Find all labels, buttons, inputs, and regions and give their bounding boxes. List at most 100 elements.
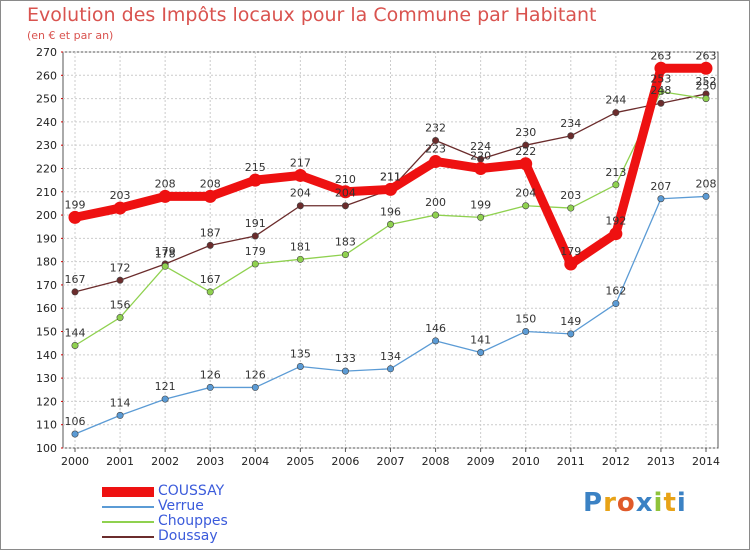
- point-doussay-2013: [657, 99, 665, 107]
- y-tick-label-100: 100: [36, 442, 57, 455]
- data-label-coussay-2007: 211: [380, 170, 401, 183]
- point-chouppes-2002: [161, 262, 169, 270]
- data-label-chouppes-2008: 200: [425, 196, 446, 209]
- data-label-chouppes-2010: 204: [515, 187, 536, 200]
- data-label-coussay-2000: 199: [65, 198, 86, 211]
- data-label-coussay-2004: 215: [245, 161, 266, 174]
- x-tick-label-2012: 2012: [602, 455, 630, 468]
- data-label-verrue-2012: 162: [605, 285, 626, 298]
- x-tick-label-2007: 2007: [377, 455, 405, 468]
- point-coussay-2012: [609, 227, 623, 241]
- proxiti-logo: Proxiti: [583, 488, 687, 518]
- point-chouppes-2000: [71, 342, 79, 350]
- point-doussay-2012: [612, 109, 620, 117]
- point-chouppes-2005: [296, 255, 304, 263]
- y-tick-label-250: 250: [36, 93, 57, 106]
- y-tick-label-110: 110: [36, 419, 57, 432]
- data-label-doussay-2010: 230: [515, 126, 536, 139]
- legend-label-verrue: Verrue: [158, 498, 204, 514]
- point-doussay-2001: [116, 276, 124, 284]
- point-chouppes-2009: [477, 213, 485, 221]
- point-chouppes-2010: [522, 202, 530, 210]
- point-doussay-2004: [251, 232, 259, 240]
- point-verrue-2013: [657, 195, 665, 203]
- x-tick-label-2004: 2004: [241, 455, 269, 468]
- point-verrue-2003: [206, 383, 214, 391]
- point-verrue-2012: [612, 300, 620, 308]
- data-label-coussay-2005: 217: [290, 156, 311, 169]
- data-label-coussay-2008: 223: [425, 142, 446, 155]
- data-label-chouppes-2001: 156: [110, 299, 131, 312]
- point-verrue-2007: [386, 365, 394, 373]
- x-tick-label-2001: 2001: [106, 455, 134, 468]
- point-coussay-2004: [248, 173, 262, 187]
- legend-label-chouppes: Chouppes: [158, 513, 228, 529]
- data-label-coussay-2009: 220: [470, 149, 491, 162]
- x-tick-label-2014: 2014: [692, 455, 720, 468]
- legend-item-verrue: Verrue: [102, 499, 228, 514]
- data-label-verrue-2011: 149: [560, 315, 581, 328]
- data-label-chouppes-2007: 196: [380, 205, 401, 218]
- data-label-chouppes-2011: 203: [560, 189, 581, 202]
- point-coussay-2009: [474, 161, 488, 175]
- data-label-coussay-2011: 179: [560, 245, 581, 258]
- chart-title: Evolution des Impôts locaux pour la Comm…: [27, 4, 597, 26]
- point-coussay-2013: [654, 61, 668, 75]
- data-label-coussay-2006: 210: [335, 173, 356, 186]
- data-label-doussay-2011: 234: [560, 117, 581, 130]
- data-label-doussay-2004: 191: [245, 217, 266, 230]
- y-tick-label-120: 120: [36, 395, 57, 408]
- point-chouppes-2011: [567, 204, 575, 212]
- y-tick-label-240: 240: [36, 116, 57, 129]
- data-label-verrue-2003: 126: [200, 368, 221, 381]
- y-tick-label-180: 180: [36, 256, 57, 269]
- data-label-coussay-2001: 203: [110, 189, 131, 202]
- data-label-chouppes-2002: 178: [155, 247, 176, 260]
- point-verrue-2004: [251, 383, 259, 391]
- x-tick-label-2002: 2002: [151, 455, 179, 468]
- data-label-doussay-2002: 179: [155, 245, 176, 258]
- point-verrue-2014: [702, 192, 710, 200]
- legend-item-doussay: Doussay: [102, 529, 228, 544]
- point-chouppes-2004: [251, 260, 259, 268]
- point-coussay-2000: [68, 210, 82, 224]
- legend: COUSSAY Verrue Chouppes Doussay: [102, 484, 228, 544]
- data-label-verrue-2005: 135: [290, 347, 311, 360]
- data-label-chouppes-2004: 179: [245, 245, 266, 258]
- data-label-doussay-2008: 232: [425, 122, 446, 135]
- data-label-coussay-2012: 192: [605, 215, 626, 228]
- point-chouppes-2003: [206, 288, 214, 296]
- data-label-chouppes-2006: 183: [335, 236, 356, 249]
- point-coussay-2001: [113, 201, 127, 215]
- data-label-doussay-2001: 172: [110, 261, 131, 274]
- x-tick-label-2010: 2010: [512, 455, 540, 468]
- point-doussay-2000: [71, 288, 79, 296]
- data-label-chouppes-2003: 167: [200, 273, 221, 286]
- data-label-verrue-2008: 146: [425, 322, 446, 335]
- point-doussay-2005: [296, 202, 304, 210]
- data-label-verrue-2002: 121: [155, 380, 176, 393]
- y-tick-label-140: 140: [36, 349, 57, 362]
- point-doussay-2011: [567, 132, 575, 140]
- data-label-coussay-2013: 263: [650, 49, 671, 62]
- legend-swatch-doussay: [102, 535, 154, 538]
- point-verrue-2001: [116, 411, 124, 419]
- x-tick-label-2011: 2011: [557, 455, 585, 468]
- data-label-chouppes-2005: 181: [290, 240, 311, 253]
- point-chouppes-2007: [386, 220, 394, 228]
- point-coussay-2007: [384, 182, 397, 196]
- point-verrue-2005: [296, 362, 304, 370]
- point-verrue-2008: [432, 337, 440, 345]
- point-coussay-2002: [158, 189, 172, 203]
- data-label-coussay-2003: 208: [200, 177, 221, 190]
- data-label-doussay-2014: 252: [696, 75, 717, 88]
- point-coussay-2005: [293, 168, 307, 182]
- point-coussay-2008: [429, 154, 443, 168]
- legend-swatch-chouppes: [102, 520, 154, 523]
- y-tick-label-190: 190: [36, 232, 57, 245]
- data-label-coussay-2002: 208: [155, 177, 176, 190]
- data-label-doussay-2012: 244: [605, 94, 626, 107]
- y-tick-label-260: 260: [36, 69, 57, 82]
- x-tick-label-2009: 2009: [467, 455, 495, 468]
- y-tick-label-150: 150: [36, 326, 57, 339]
